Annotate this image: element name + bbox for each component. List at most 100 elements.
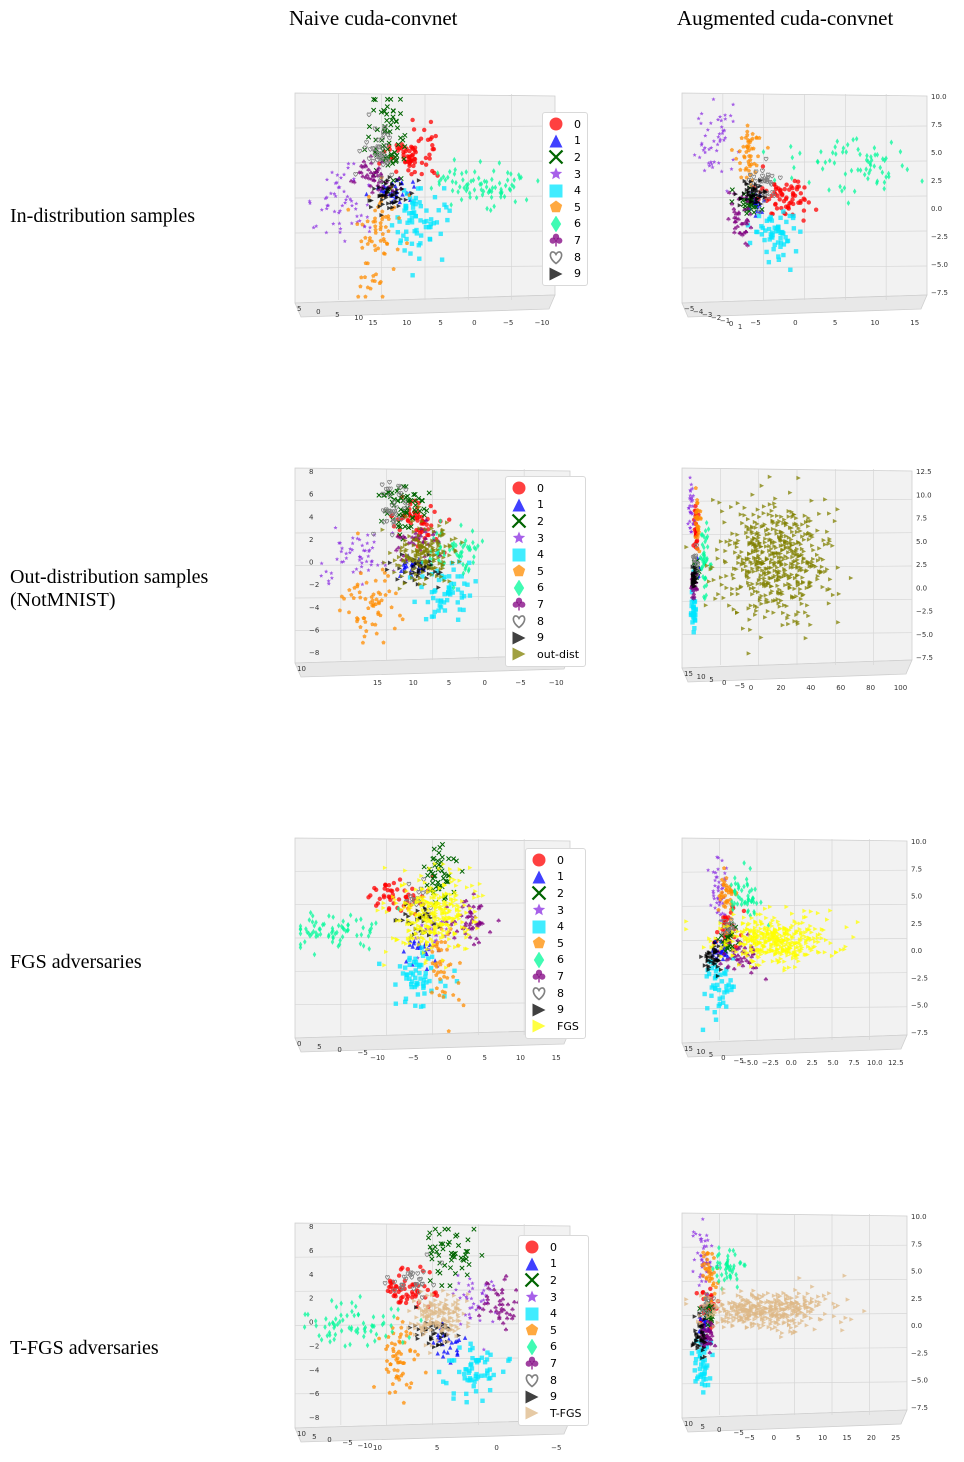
point-class-FGS — [828, 940, 834, 946]
point-class-FGS — [427, 886, 432, 891]
point-class-FGS — [408, 905, 413, 911]
point-class-0 — [806, 200, 811, 205]
point-class-2 — [366, 134, 372, 140]
point-class-9 — [384, 195, 389, 200]
point-class-0 — [406, 1294, 411, 1299]
point-class-T-FGS — [433, 1305, 439, 1310]
point-class-out-dist — [755, 568, 761, 573]
point-class-1 — [447, 1345, 453, 1350]
point-class-5 — [742, 155, 747, 160]
point-class-1 — [441, 1349, 447, 1354]
point-class-FGS — [800, 920, 806, 925]
legend-item: 3 — [510, 530, 579, 547]
y-tick-label: −4 — [309, 604, 320, 612]
point-class-3 — [357, 218, 362, 223]
point-class-T-FGS — [437, 1307, 443, 1313]
point-class-2 — [371, 107, 377, 113]
point-class-5 — [362, 616, 367, 621]
triangle-up-marker-icon — [525, 1257, 539, 1271]
point-class-FGS — [412, 920, 417, 926]
point-class-4 — [393, 1001, 399, 1006]
point-class-7 — [691, 588, 696, 594]
point-class-out-dist — [758, 573, 764, 578]
point-class-FGS — [790, 911, 795, 916]
point-class-FGS — [750, 928, 755, 933]
point-class-3 — [712, 896, 717, 901]
x-tick-label: −10 — [370, 1054, 385, 1062]
point-class-2 — [411, 492, 417, 498]
point-class-6 — [886, 170, 891, 177]
point-class-0 — [425, 532, 430, 538]
point-class-5 — [397, 1339, 402, 1344]
point-class-6 — [704, 519, 709, 526]
point-class-6 — [307, 917, 312, 923]
point-class-4 — [418, 241, 423, 246]
point-class-3 — [706, 867, 711, 872]
point-class-out-dist — [413, 577, 419, 583]
point-class-4 — [787, 213, 793, 219]
point-class-6 — [743, 899, 748, 906]
point-class-9 — [692, 570, 698, 576]
point-class-2 — [412, 498, 418, 504]
point-class-out-dist — [798, 586, 803, 592]
point-class-4 — [409, 979, 415, 984]
point-class-FGS — [842, 947, 847, 952]
point-class-6 — [497, 180, 502, 187]
point-class-7 — [430, 532, 436, 537]
point-class-FGS — [398, 918, 403, 923]
point-class-out-dist — [789, 537, 794, 542]
point-class-out-dist — [805, 531, 811, 537]
legend-label: 1 — [557, 870, 564, 884]
point-class-3 — [335, 172, 340, 177]
point-class-FGS — [394, 937, 400, 942]
point-class-6 — [747, 888, 752, 895]
point-class-0 — [368, 893, 373, 898]
point-class-6 — [324, 1316, 328, 1322]
point-class-out-dist — [757, 514, 762, 520]
point-class-out-dist — [836, 591, 842, 597]
point-class-6 — [699, 566, 704, 572]
point-class-2 — [412, 507, 418, 513]
point-class-FGS — [741, 930, 747, 935]
point-class-FGS — [740, 951, 746, 957]
point-class-6 — [302, 1324, 307, 1331]
point-class-9 — [429, 1336, 434, 1341]
point-class-out-dist — [450, 560, 456, 565]
point-class-6 — [746, 896, 751, 903]
point-class-2 — [718, 932, 725, 939]
point-class-out-dist — [848, 575, 854, 581]
point-class-7 — [474, 936, 479, 942]
point-class-7 — [718, 961, 723, 967]
point-class-3 — [337, 221, 342, 226]
point-class-FGS — [784, 904, 789, 910]
point-class-FGS — [408, 941, 413, 946]
point-class-4 — [459, 590, 464, 595]
row-title-tfgs: T-FGS adversaries — [10, 1337, 159, 1359]
point-class-2 — [386, 140, 392, 146]
point-class-out-dist — [806, 559, 811, 564]
point-class-T-FGS — [446, 1332, 451, 1337]
point-class-out-dist — [414, 536, 420, 542]
point-class-FGS — [809, 948, 814, 953]
point-class-5 — [395, 1368, 400, 1373]
x-tick-label: 40 — [806, 684, 815, 692]
point-class-4 — [418, 976, 423, 981]
point-class-6 — [772, 177, 777, 184]
point-class-2 — [426, 490, 432, 496]
point-class-2 — [459, 1265, 465, 1271]
point-class-5 — [754, 135, 759, 140]
point-class-out-dist — [756, 578, 762, 583]
point-class-T-FGS — [441, 1317, 446, 1323]
point-class-0 — [778, 190, 783, 195]
point-class-4 — [438, 979, 443, 984]
point-class-out-dist — [708, 566, 714, 572]
point-class-T-FGS — [439, 1300, 444, 1305]
club-marker-icon — [532, 970, 546, 983]
point-class-8 — [387, 493, 392, 499]
point-class-T-FGS — [420, 1329, 425, 1334]
point-class-out-dist — [747, 617, 752, 622]
point-class-out-dist — [770, 513, 775, 519]
point-class-FGS — [753, 920, 758, 925]
legend-item: 6 — [523, 1338, 582, 1356]
point-class-3 — [357, 554, 362, 559]
